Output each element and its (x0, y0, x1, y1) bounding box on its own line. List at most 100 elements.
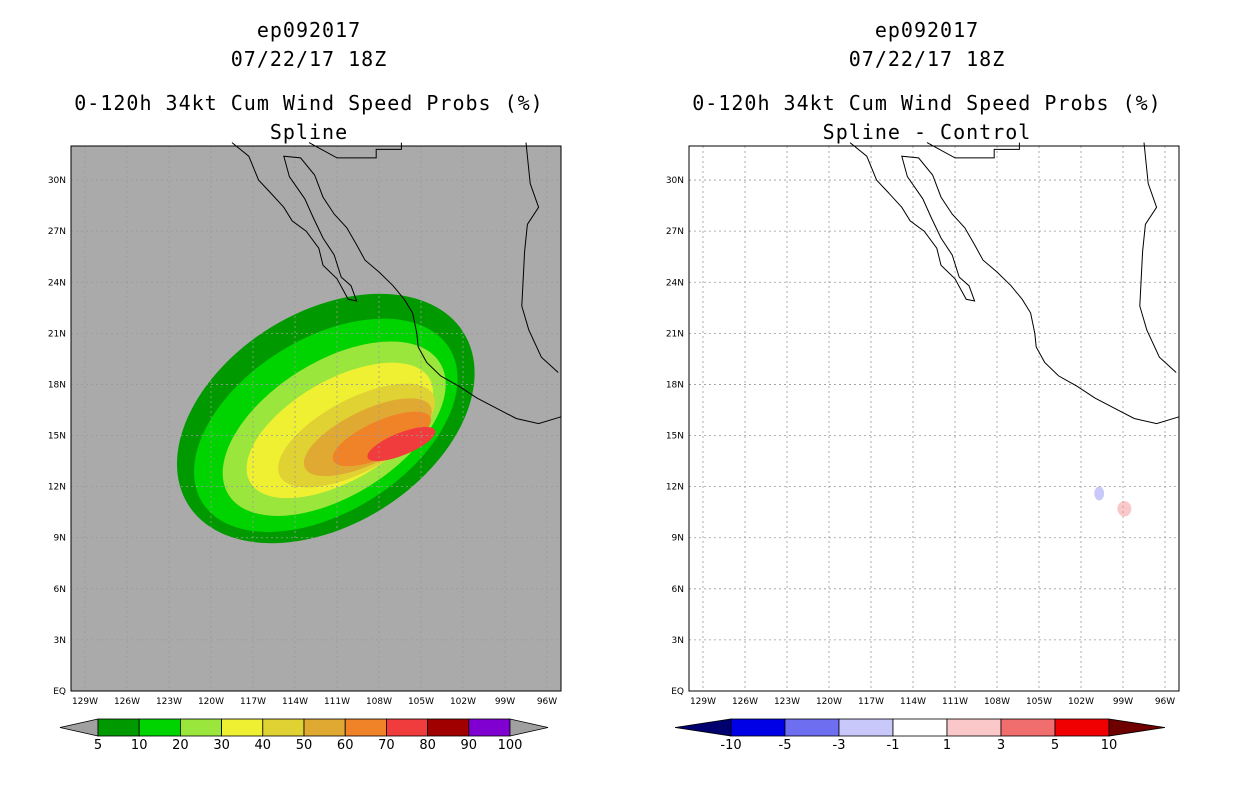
right-ytick-label: 18N (666, 380, 684, 390)
right-colorbar-label: 3 (997, 738, 1005, 753)
right-ytick-label: 3N (672, 636, 684, 646)
right-colorbar-label: -5 (779, 738, 792, 753)
left-coastline-gulf (521, 142, 559, 373)
left-ytick-label: 24N (48, 278, 66, 288)
left-colorbar-segment (303, 718, 346, 737)
left-colorbar-label: 90 (461, 738, 478, 753)
right-ytick-label: 24N (666, 278, 684, 288)
right-ytick-label: 12N (666, 483, 684, 493)
right-colorbar-extend-high (1108, 718, 1166, 737)
right-title-date: 07/22/17 18Z (848, 47, 1006, 71)
left-ytick-label: 18N (48, 380, 66, 390)
left-xtick-label: 129W (72, 697, 98, 707)
right-colorbar-label: -10 (720, 738, 741, 753)
left-ytick-label: 6N (54, 585, 66, 595)
left-colorbar-segment (262, 718, 305, 737)
left-xtick-label: 105W (408, 697, 434, 707)
left-colorbar-label: 70 (378, 738, 395, 753)
right-xtick-label: 117W (858, 697, 884, 707)
left-xtick-label: 108W (366, 697, 392, 707)
left-colorbar-segment (138, 718, 181, 737)
left-colorbar-label: 60 (337, 738, 354, 753)
left-xtick-label: 102W (450, 697, 476, 707)
left-colorbar-segment (179, 718, 222, 737)
left-xtick-label: 120W (198, 697, 224, 707)
right-xtick-label: 129W (690, 697, 716, 707)
left-colorbar-label: 30 (213, 738, 230, 753)
left-colorbar-label: 50 (296, 738, 313, 753)
right-xtick-label: 120W (816, 697, 842, 707)
left-ytick-label: 15N (48, 432, 66, 442)
right-xtick-label: 99W (1113, 697, 1133, 707)
left-map-frame (70, 145, 562, 692)
left-xtick-label: 123W (156, 697, 182, 707)
right-colorbar-segment (838, 718, 894, 737)
right-ytick-label: 9N (672, 534, 684, 544)
left-xtick-label: 111W (324, 697, 350, 707)
left-colorbar-label: 10 (131, 738, 148, 753)
right-ytick-label: 30N (666, 176, 684, 186)
right-xtick-label: 108W (984, 697, 1010, 707)
left-xtick-label: 99W (495, 697, 515, 707)
right-xtick-label: 123W (774, 697, 800, 707)
right-xtick-label: 102W (1068, 697, 1094, 707)
left-colorbar-segment (97, 718, 140, 737)
left-panel: ep092017 07/22/17 18Z 0-120h 34kt Cum Wi… (48, 18, 562, 753)
left-colorbar-extend-low (59, 718, 99, 737)
right-colorbar-label: 5 (1051, 738, 1059, 753)
left-colorbar-segment (221, 718, 264, 737)
left-border (308, 142, 402, 159)
left-title-product: 0-120h 34kt Cum Wind Speed Probs (%) (74, 91, 544, 115)
left-title-storm-id: ep092017 (256, 18, 362, 42)
left-ytick-label: 12N (48, 483, 66, 493)
left-colorbar-segment (385, 718, 428, 737)
right-ytick-label: 15N (666, 432, 684, 442)
right-colorbar-label: -3 (833, 738, 846, 753)
right-map-background (689, 146, 1179, 691)
left-coastline-pacific (231, 142, 562, 425)
left-xtick-label: 114W (282, 697, 308, 707)
right-colorbar-segment (1000, 718, 1056, 737)
right-xtick-label: 105W (1026, 697, 1052, 707)
left-ytick-label: 30N (48, 176, 66, 186)
right-colorbar-segment (730, 718, 786, 737)
right-ytick-label: 6N (672, 585, 684, 595)
right-coastline-gulf (1139, 142, 1177, 373)
right-colorbar-segment (1054, 718, 1110, 737)
right-contour-neg3 (1094, 486, 1105, 501)
left-contour-60 (332, 411, 431, 467)
left-xtick-label: 117W (240, 697, 266, 707)
left-colorbar-segment (468, 718, 511, 737)
right-map-frame (688, 145, 1180, 692)
right-title-storm-id: ep092017 (874, 18, 980, 42)
right-colorbar-segment (784, 718, 840, 737)
left-colorbar-label: 100 (498, 738, 523, 753)
left-xtick-label: 126W (114, 697, 140, 707)
right-title-method: Spline - Control (822, 120, 1032, 144)
right-colorbar-segment (892, 718, 948, 737)
left-contour-70 (367, 426, 436, 462)
left-title-method: Spline (269, 120, 349, 144)
right-xtick-label: 96W (1155, 697, 1175, 707)
right-colorbar-label: 10 (1101, 738, 1118, 753)
right-coastline-pacific (849, 142, 1180, 425)
left-ytick-label: 3N (54, 636, 66, 646)
right-xtick-label: 126W (732, 697, 758, 707)
right-xtick-label: 111W (942, 697, 968, 707)
left-title-date: 07/22/17 18Z (230, 47, 388, 71)
right-border (926, 142, 1020, 159)
left-colorbar-extend-high (509, 718, 549, 737)
left-ytick-label: 9N (54, 534, 66, 544)
right-title-product: 0-120h 34kt Cum Wind Speed Probs (%) (692, 91, 1162, 115)
left-colorbar-label: 40 (255, 738, 272, 753)
right-panel: ep092017 07/22/17 18Z 0-120h 34kt Cum Wi… (618, 0, 1236, 800)
right-map-chart: 129W 126W 123W 120W 117W 114W 111W 108W 105W 102W… (666, 142, 1180, 753)
left-ytick-label: 27N (48, 227, 66, 237)
left-ytick-label: EQ (53, 687, 66, 697)
right-colorbar-segment (946, 718, 1002, 737)
left-colorbar-segment (427, 718, 470, 737)
left-colorbar-label: 5 (94, 738, 102, 753)
left-colorbar-label: 80 (419, 738, 436, 753)
right-contour-3 (1117, 501, 1132, 517)
right-xtick-label: 114W (900, 697, 926, 707)
